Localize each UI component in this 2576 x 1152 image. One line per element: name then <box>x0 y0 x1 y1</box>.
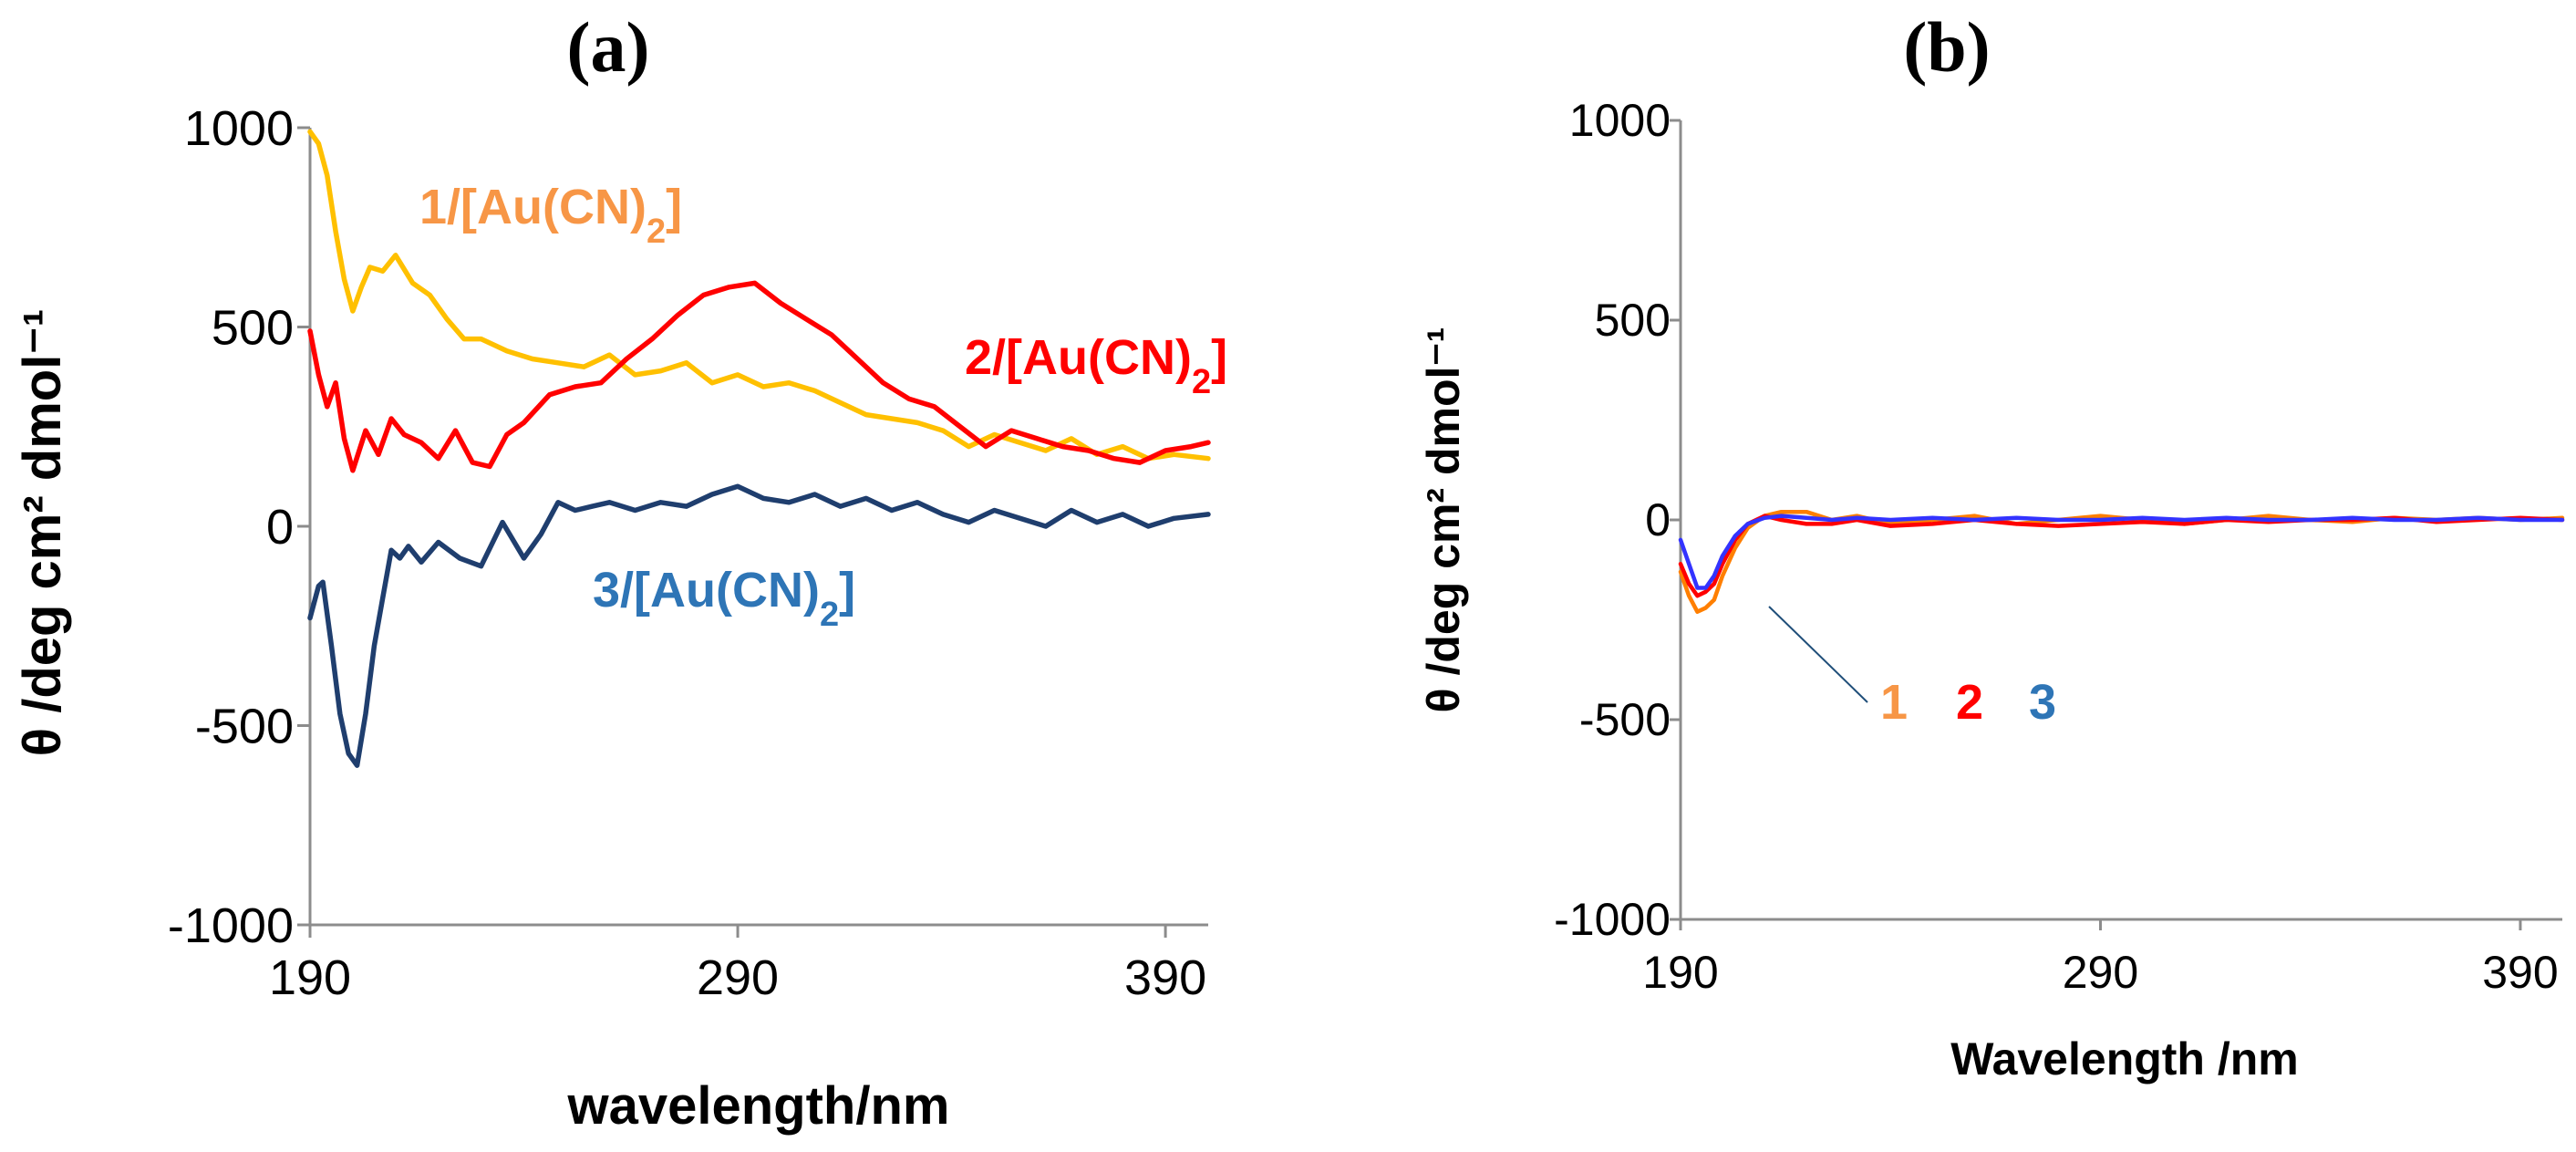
y-tick-label: 500 <box>1595 295 1671 346</box>
x-tick-label: 290 <box>697 950 779 1005</box>
panel-b-x-axis-label: Wavelength /nm <box>1950 1033 2299 1085</box>
y-tick-label: 0 <box>266 500 294 555</box>
x-tick-label: 290 <box>2063 947 2138 998</box>
panel-b-series <box>1678 509 2565 614</box>
chart-panel-a: (a) 1000 500 0 -500 -1000 190 290 390 waveleng… <box>13 7 1227 1136</box>
series-1-label-a: 1/[Au(CN)2] <box>419 180 682 251</box>
y-tick-label: 500 <box>212 301 294 356</box>
panel-b-annotation-3: 3 <box>2029 675 2056 730</box>
series-line-a-2 <box>307 280 1211 473</box>
panel-a-y-axis-label: θ /deg cm² dmol⁻¹ <box>13 309 72 757</box>
series-line-b-1 <box>1678 509 2565 614</box>
panel-a-x-tick-labels: 190 290 390 <box>269 950 1206 1005</box>
panel-b-annotation-leader <box>1768 606 1868 703</box>
panel-a-x-axis-label: wavelength/nm <box>567 1076 950 1136</box>
chart-panel-b: (b) 1000 500 0 -500 -1000 190 290 390 Waveleng… <box>1418 7 2565 1085</box>
y-tick-label: 1000 <box>1569 95 1671 146</box>
panel-b-y-axis-label: θ /deg cm² dmol⁻¹ <box>1418 327 1469 713</box>
y-tick-label: 1000 <box>184 101 294 156</box>
x-tick-label: 190 <box>1642 947 1718 998</box>
y-tick-label: -500 <box>1579 694 1671 745</box>
x-tick-label: 390 <box>1124 950 1206 1005</box>
series-line-a-3 <box>307 483 1211 768</box>
panel-a-series <box>307 129 1211 768</box>
panel-b-annotation-1: 1 <box>1880 675 1908 730</box>
panel-a-title: (a) <box>567 7 650 87</box>
x-tick-label: 190 <box>269 950 351 1005</box>
panel-b-y-tick-labels: 1000 500 0 -500 -1000 <box>1554 95 1671 945</box>
series-line-b-2 <box>1678 514 2565 598</box>
series-line-a-1 <box>307 129 1211 462</box>
y-tick-label: -1000 <box>168 898 294 953</box>
y-tick-label: 0 <box>1645 494 1671 545</box>
panel-b-axes <box>1670 119 2562 930</box>
panel-a-y-tick-labels: 1000 500 0 -500 -1000 <box>168 101 294 953</box>
series-2-label-a: 2/[Au(CN)2] <box>965 330 1227 401</box>
panel-b-x-tick-labels: 190 290 390 <box>1642 947 2558 998</box>
panel-b-title: (b) <box>1903 7 1990 87</box>
y-tick-label: -1000 <box>1554 894 1671 945</box>
series-line-b-3 <box>1678 514 2565 590</box>
series-3-label-a: 3/[Au(CN)2] <box>593 563 855 634</box>
y-tick-label: -500 <box>195 700 294 754</box>
x-tick-label: 390 <box>2482 947 2558 998</box>
panel-a-axes <box>297 126 1208 938</box>
panel-b-annotation-2: 2 <box>1956 675 1983 730</box>
